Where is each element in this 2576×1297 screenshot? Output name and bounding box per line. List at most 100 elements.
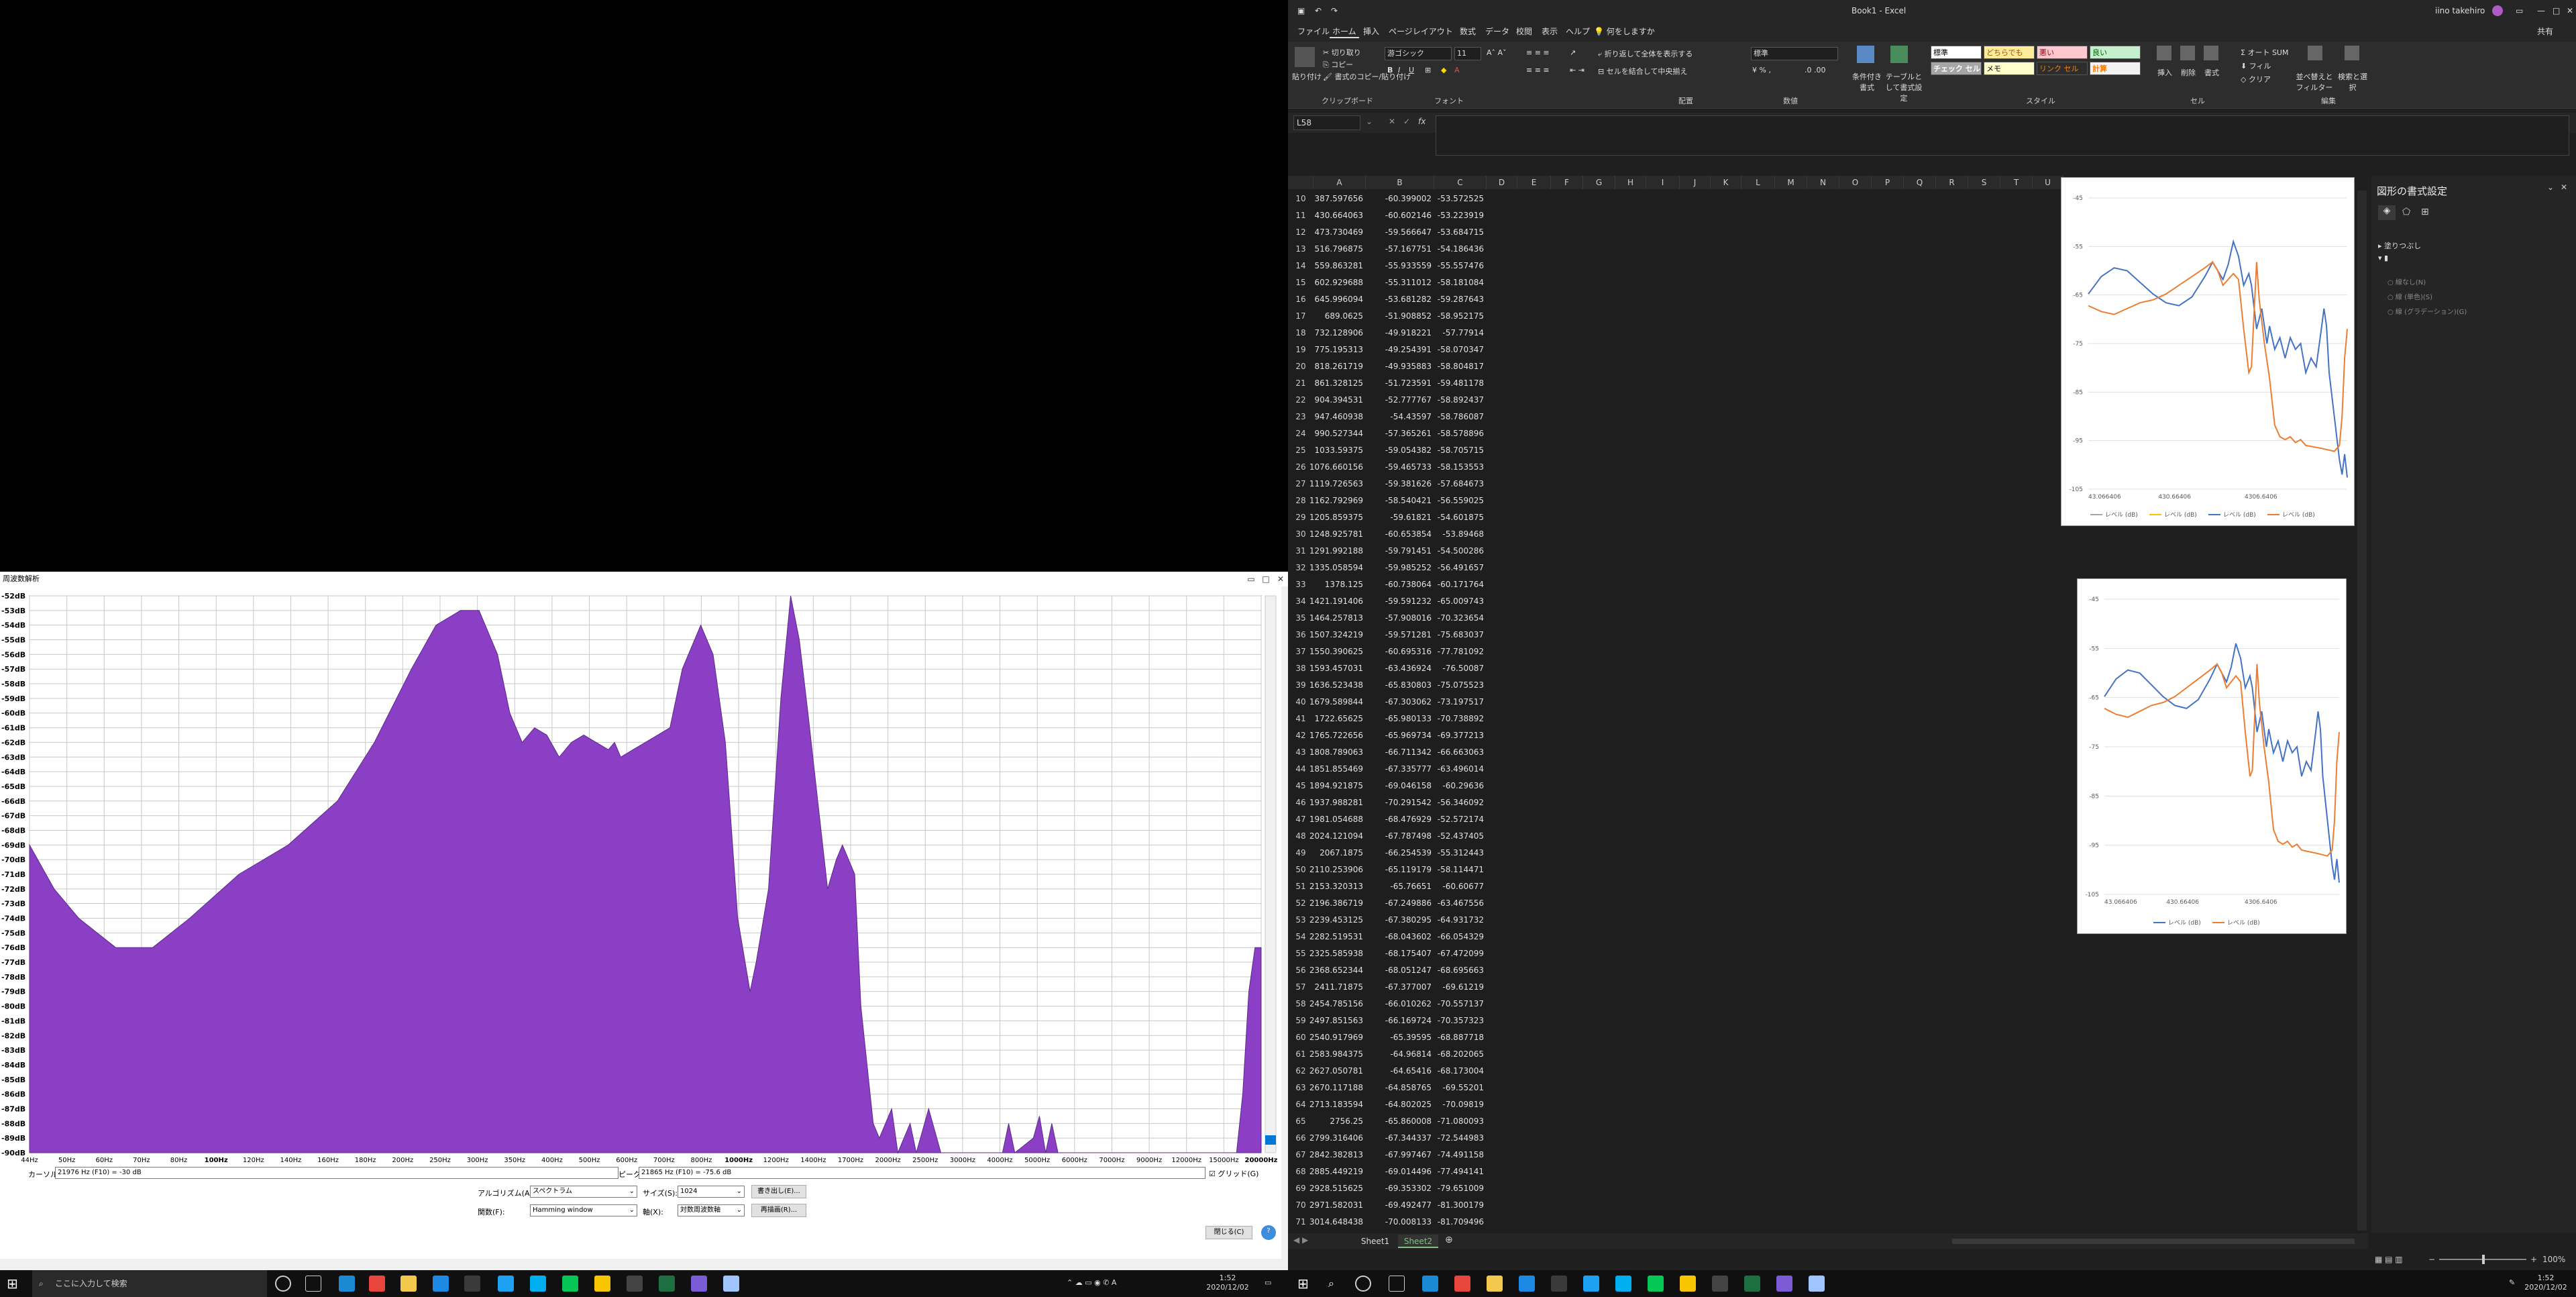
row-header[interactable]: 33 [1295,580,1306,589]
table-cell[interactable]: 1162.792969 [1309,496,1363,505]
table-format-icon[interactable] [1890,46,1908,63]
style-normal[interactable]: 標準 [1931,46,1982,59]
table-cell[interactable]: 2110.253906 [1309,865,1363,874]
table-cell[interactable]: -66.711342 [1385,747,1432,757]
line-option-gradient[interactable]: ○ 線 (グラデーション)(G) [2387,309,2467,316]
table-cell[interactable]: -58.540421 [1385,496,1432,505]
table-cell[interactable]: 2670.117188 [1309,1083,1363,1092]
table-cell[interactable]: -64.802025 [1385,1100,1432,1109]
tab-data[interactable]: データ [1485,27,1510,36]
column-header[interactable]: P [1872,176,1904,189]
table-cell[interactable]: -67.787498 [1385,831,1432,841]
table-cell[interactable]: -65.39595 [1390,1033,1432,1042]
table-cell[interactable]: -57.167751 [1385,244,1432,254]
table-cell[interactable]: 1765.722656 [1309,731,1363,740]
table-cell[interactable]: -67.377007 [1385,982,1432,992]
table-cell[interactable]: 904.394531 [1314,395,1363,405]
vertical-scrollbar[interactable] [2357,191,2367,1231]
table-cell[interactable]: -57.77914 [1442,328,1484,338]
currency-icon[interactable]: ¥ % , [1752,66,1771,74]
autosum-button[interactable]: Σ オート SUM [2241,48,2289,57]
edge-icon[interactable] [339,1276,355,1292]
indent-icon[interactable]: ⇤ ⇥ [1570,66,1585,74]
maximize-icon[interactable]: □ [2553,6,2561,15]
wrap-text-button[interactable]: ⤶ 折り返して全体を表示する [1598,50,1693,58]
table-cell[interactable]: 1507.324219 [1309,630,1363,639]
table-cell[interactable]: -59.591232 [1385,596,1432,606]
table-cell[interactable]: -55.312443 [1437,848,1484,858]
pane-close-icon[interactable]: ✕ [2561,183,2568,192]
row-header[interactable]: 23 [1295,412,1306,421]
border-icon[interactable]: ⊞ [1425,66,1432,74]
close-icon[interactable]: ✕ [2567,6,2574,15]
table-cell[interactable]: 1636.523438 [1309,680,1363,690]
table-cell[interactable]: -70.357323 [1437,1016,1484,1025]
table-cell[interactable]: 2713.183594 [1309,1100,1363,1109]
excel-taskbar-icon[interactable] [1744,1276,1760,1292]
paste-button[interactable]: 貼り付け [1292,72,1322,81]
font-color-icon[interactable]: A [1454,66,1460,74]
row-header[interactable]: 71 [1295,1217,1306,1227]
row-header[interactable]: 15 [1295,278,1306,287]
table-cell[interactable]: 2196.386719 [1309,898,1363,908]
row-header[interactable]: 68 [1295,1167,1306,1176]
name-box[interactable]: L58 [1293,115,1360,130]
format-cells-icon[interactable] [2204,46,2218,60]
cortana-icon[interactable] [275,1276,291,1292]
tab-home[interactable]: ホーム [1330,25,1359,38]
table-cell[interactable]: -75.683037 [1437,630,1484,639]
table-cell[interactable]: -60.171764 [1437,580,1484,589]
tab-insert[interactable]: 挿入 [1363,27,1380,36]
row-header[interactable]: 58 [1295,999,1306,1008]
table-cell[interactable]: 1722.65625 [1314,714,1363,723]
row-header[interactable]: 65 [1295,1117,1306,1126]
italic-button[interactable]: I [1398,66,1401,74]
app2-icon[interactable] [1809,1276,1825,1292]
table-cell[interactable]: -58.705715 [1437,446,1484,455]
column-header[interactable]: T [2000,176,2033,189]
style-bad[interactable]: 悪い [2037,46,2088,59]
twitter-icon[interactable] [1583,1276,1599,1292]
function-select[interactable]: Hamming window ⌄ [530,1204,637,1216]
style-calculation[interactable]: 計算 [2090,62,2141,75]
row-header[interactable]: 31 [1295,546,1306,556]
table-cell[interactable]: 2368.652344 [1309,966,1363,975]
line-section[interactable]: ▾ ▮ [2378,254,2389,262]
table-cell[interactable]: -53.89468 [1442,529,1484,539]
cond-format-icon[interactable] [1857,46,1874,63]
fill-section[interactable]: ▸ 塗りつぶし [2378,242,2422,250]
store-icon[interactable] [1551,1276,1567,1292]
minimize-icon[interactable]: — [2537,6,2545,15]
tell-me-search[interactable]: 💡 何をしますか [1594,27,1655,36]
table-cell[interactable]: -68.173004 [1437,1066,1484,1076]
row-header[interactable]: 29 [1295,513,1306,522]
table-cell[interactable]: -57.365261 [1385,429,1432,438]
style-good[interactable]: 良い [2090,46,2141,59]
clock[interactable]: 1:52 2020/12/02 [2524,1274,2567,1292]
table-cell[interactable]: -70.323654 [1437,613,1484,623]
table-cell[interactable]: -52.437405 [1437,831,1484,841]
table-cell[interactable]: -54.601875 [1437,513,1484,522]
table-cell[interactable]: 2799.316406 [1309,1133,1363,1143]
row-header[interactable]: 11 [1295,211,1306,220]
notes-icon[interactable] [594,1276,610,1292]
table-cell[interactable]: -53.572525 [1437,194,1484,203]
find-select-icon[interactable] [2345,46,2359,60]
table-cell[interactable]: -58.786087 [1437,412,1484,421]
table-cell[interactable]: -58.153553 [1437,462,1484,472]
table-cell[interactable]: -65.830803 [1385,680,1432,690]
table-cell[interactable]: -51.908852 [1385,311,1432,321]
column-header[interactable]: O [1839,176,1872,189]
table-cell[interactable]: -60.399002 [1385,194,1432,203]
table-cell[interactable]: -69.61219 [1442,982,1484,992]
table-cell[interactable]: -71.080093 [1437,1117,1484,1126]
table-cell[interactable]: 1291.992188 [1309,546,1363,556]
table-cell[interactable]: 2282.519531 [1309,932,1363,941]
line-icon[interactable] [562,1276,578,1292]
row-header[interactable]: 53 [1295,915,1306,925]
table-cell[interactable]: -70.291542 [1385,798,1432,807]
function-icon[interactable]: fx [1418,117,1426,126]
table-cell[interactable]: 861.328125 [1314,378,1363,388]
table-cell[interactable]: -60.29636 [1442,781,1484,790]
sort-filter-button[interactable]: 並べ替えとフィルター [2296,72,2333,92]
